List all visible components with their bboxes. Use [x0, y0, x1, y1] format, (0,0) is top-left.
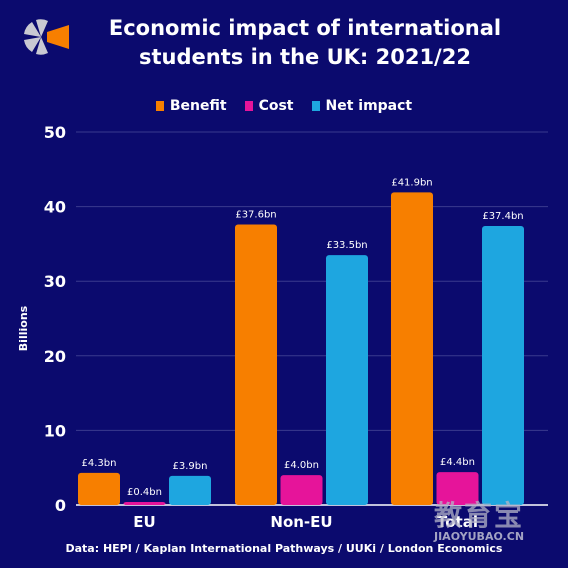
legend-item-cost: Cost: [244, 98, 294, 114]
data-label: £37.4bn: [482, 211, 523, 222]
watermark-en: JIAOYUBAO.CN: [434, 530, 525, 543]
data-label: £0.4bn: [127, 487, 162, 498]
chart-title: Economic impact of international student…: [108, 16, 502, 69]
bar-benefit: [391, 192, 433, 505]
legend-label-net: Net impact: [325, 98, 413, 114]
legend-label-benefit: Benefit: [169, 98, 227, 114]
data-label: £4.3bn: [82, 458, 117, 469]
y-tick-label: 20: [44, 347, 66, 366]
data-label: £41.9bn: [391, 177, 432, 188]
y-tick-label: 0: [55, 496, 66, 515]
bar-net-impact: [169, 475, 211, 505]
x-tick-label: Non-EU: [270, 513, 332, 531]
legend-swatch-cost: [244, 101, 253, 111]
y-tick-label: 50: [44, 123, 66, 142]
data-label: £4.0bn: [284, 460, 319, 471]
y-tick-label: 10: [44, 421, 66, 440]
legend-item-net: Net impact: [311, 98, 413, 114]
x-tick-label: EU: [133, 513, 155, 531]
bar-net-impact: [326, 255, 368, 505]
bar-benefit: [78, 472, 120, 505]
legend-swatch-net: [311, 101, 320, 111]
data-label: £37.6bn: [235, 210, 276, 221]
bar-net-impact: [482, 225, 524, 505]
legend-label-cost: Cost: [258, 98, 294, 114]
bar-cost: [280, 475, 323, 505]
watermark-cn: 教育宝: [434, 499, 525, 532]
data-label: £3.9bn: [173, 461, 208, 472]
x-tick-label: Total: [437, 513, 478, 531]
logo-icon: [24, 19, 69, 55]
bar-benefit: [235, 224, 277, 505]
legend-item-benefit: Benefit: [155, 98, 227, 114]
legend-swatch-benefit: [155, 101, 164, 111]
bar-cost: [123, 502, 166, 505]
legend: Benefit Cost Net impact: [0, 98, 568, 114]
y-tick-label: 40: [44, 198, 66, 217]
data-label: £4.4bn: [440, 457, 475, 468]
y-tick-label: 30: [44, 272, 66, 291]
y-axis-title: Billions: [17, 305, 30, 351]
data-label: £33.5bn: [326, 240, 367, 251]
watermark: 教育宝 JIAOYUBAO.CN: [434, 494, 559, 546]
source-note: Data: HEPI / Kaplan International Pathwa…: [65, 542, 503, 555]
bar-cost: [436, 472, 479, 505]
